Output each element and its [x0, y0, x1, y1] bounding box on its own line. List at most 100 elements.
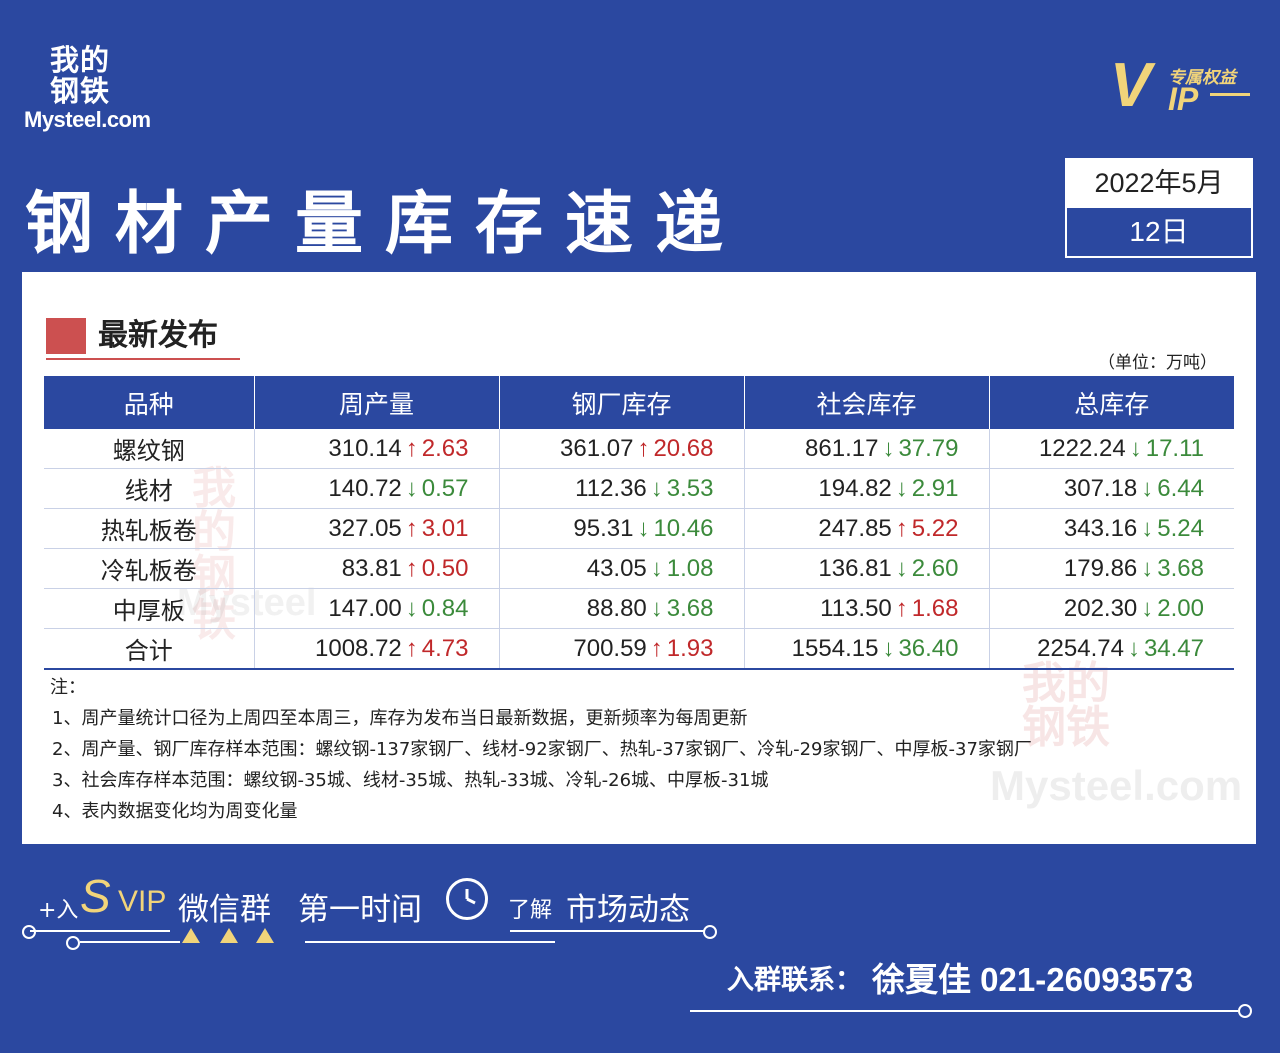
section-title: 最新发布 — [98, 318, 218, 353]
cell-change: 20.68 — [653, 434, 714, 462]
triangle-icon — [182, 928, 200, 943]
value-cell: 307.18 ↓ 6.44 — [989, 468, 1234, 509]
variety-name: 中厚板 — [44, 588, 255, 629]
arrow-down-icon: ↓ — [405, 594, 418, 622]
cell-value: 43.05 — [586, 554, 647, 582]
variety-name: 冷轧板卷 — [44, 548, 255, 589]
promo-wechat-group: 微信群 — [178, 892, 271, 928]
vip-v-letter: V — [1110, 51, 1152, 120]
header-mill-inventory: 钢厂库存 — [499, 376, 745, 429]
arrow-down-icon: ↓ — [1129, 434, 1142, 462]
cell-change: 3.01 — [421, 514, 469, 542]
value-cell: 83.81 ↑ 0.50 — [254, 548, 500, 589]
section-underline — [46, 358, 240, 360]
value-cell: 113.50 ↑ 1.68 — [744, 588, 990, 629]
vip-badge: V 专属权益 IP — [1110, 55, 1260, 125]
cell-value: 247.85 — [818, 514, 892, 542]
promo-s-letter: S — [80, 870, 111, 922]
value-cell: 136.81 ↓ 2.60 — [744, 548, 990, 589]
svip-promo: +入 S VIP 微信群 第一时间 了解 市场动态 — [38, 870, 738, 928]
variety-name: 螺纹钢 — [44, 429, 255, 469]
arrow-up-icon: ↑ — [405, 434, 418, 462]
triangle-icon — [220, 928, 238, 943]
arrow-down-icon: ↓ — [882, 634, 895, 662]
value-cell: 2254.74 ↓ 34.47 — [989, 628, 1234, 670]
cell-change: 3.53 — [666, 474, 714, 502]
cell-value: 700.59 — [573, 634, 647, 662]
inventory-table: 品种 周产量 钢厂库存 社会库存 总库存 螺纹钢 310.14 ↑ 2.63 361.0… — [44, 376, 1234, 670]
table-row: 中厚板 147.00 ↓ 0.84 88.80 ↓ 3.68 113.50 ↑ 1.68 202.3… — [44, 588, 1234, 629]
cell-value: 861.17 — [805, 434, 879, 462]
decor-line — [510, 930, 705, 932]
value-cell: 700.59 ↑ 1.93 — [499, 628, 745, 670]
promo-understand: 了解 — [508, 898, 553, 923]
date-month: 2022年5月 — [1067, 160, 1251, 206]
cell-change: 6.44 — [1157, 474, 1204, 502]
arrow-down-icon: ↓ — [1141, 474, 1154, 502]
watermark-text-right: Mysteel.com — [990, 762, 1243, 809]
cell-value: 361.07 — [560, 434, 634, 462]
promo-first-time: 第一时间 — [298, 892, 422, 928]
clock-icon — [446, 878, 488, 920]
unit-label: （单位：万吨） — [1098, 353, 1217, 373]
arrow-down-icon: ↓ — [637, 514, 650, 542]
contact-info: 徐夏佳 021-26093573 — [872, 961, 1194, 998]
variety-name: 合计 — [44, 628, 255, 670]
cell-change: 5.22 — [911, 514, 959, 542]
arrow-down-icon: ↓ — [650, 594, 663, 622]
vip-ip-letters: IP — [1168, 81, 1199, 117]
arrow-down-icon: ↓ — [1127, 634, 1140, 662]
arrow-down-icon: ↓ — [1141, 594, 1154, 622]
value-cell: 1554.15 ↓ 36.40 — [744, 628, 990, 670]
cell-change: 10.46 — [653, 514, 714, 542]
value-cell: 140.72 ↓ 0.57 — [254, 468, 500, 509]
cell-change: 0.57 — [421, 474, 469, 502]
cell-change: 37.79 — [898, 434, 959, 462]
cell-change: 34.47 — [1143, 634, 1204, 662]
cell-value: 1554.15 — [791, 634, 879, 662]
value-cell: 194.82 ↓ 2.91 — [744, 468, 990, 509]
variety-name: 热轧板卷 — [44, 508, 255, 549]
value-cell: 1222.24 ↓ 17.11 — [989, 429, 1234, 469]
cell-value: 95.31 — [573, 514, 634, 542]
value-cell: 202.30 ↓ 2.00 — [989, 588, 1234, 629]
cell-value: 310.14 — [328, 434, 402, 462]
table-header-row: 品种 周产量 钢厂库存 社会库存 总库存 — [44, 376, 1234, 429]
cell-value: 194.82 — [818, 474, 892, 502]
cell-change: 5.24 — [1157, 514, 1204, 542]
cell-change: 4.73 — [421, 634, 469, 662]
arrow-down-icon: ↓ — [650, 554, 663, 582]
promo-vip: VIP — [118, 885, 167, 918]
arrow-up-icon: ↑ — [405, 554, 418, 582]
cell-value: 343.16 — [1063, 514, 1138, 542]
header-social-inventory: 社会库存 — [744, 376, 990, 429]
value-cell: 179.86 ↓ 3.68 — [989, 548, 1234, 589]
table-row: 冷轧板卷 83.81 ↑ 0.50 43.05 ↓ 1.08 136.81 ↓ 2.60 179.8… — [44, 548, 1234, 589]
cell-change: 3.68 — [666, 594, 714, 622]
arrow-up-icon: ↑ — [405, 514, 418, 542]
header-total-inventory: 总库存 — [989, 376, 1234, 429]
value-cell: 861.17 ↓ 37.79 — [744, 429, 990, 469]
cell-change: 2.91 — [911, 474, 959, 502]
value-cell: 43.05 ↓ 1.08 — [499, 548, 745, 589]
table-row: 热轧板卷 327.05 ↑ 3.01 95.31 ↓ 10.46 247.85 ↑ 5.22 343… — [44, 508, 1234, 549]
arrow-down-icon: ↓ — [405, 474, 418, 502]
cell-value: 1222.24 — [1038, 434, 1126, 462]
cell-value: 2254.74 — [1037, 634, 1124, 662]
page-title: 钢材产量库存速递 — [25, 185, 746, 264]
cell-value: 113.50 — [820, 594, 892, 622]
cell-value: 147.00 — [328, 594, 402, 622]
cell-value: 327.05 — [328, 514, 402, 542]
cell-value: 88.80 — [586, 594, 647, 622]
logo-cn-text: 我的钢铁 — [50, 43, 111, 108]
value-cell: 343.16 ↓ 5.24 — [989, 508, 1234, 549]
table-row: 线材 140.72 ↓ 0.57 112.36 ↓ 3.53 194.82 ↓ 2.91 307.1… — [44, 468, 1234, 509]
promo-market-trends: 市场动态 — [566, 892, 690, 928]
cell-value: 136.81 — [818, 554, 892, 582]
vip-underline — [1210, 93, 1250, 96]
cell-change: 2.63 — [421, 434, 469, 462]
value-cell: 310.14 ↑ 2.63 — [254, 429, 500, 469]
arrow-down-icon: ↓ — [895, 554, 908, 582]
decor-dot — [703, 925, 717, 939]
cell-change: 36.40 — [898, 634, 959, 662]
